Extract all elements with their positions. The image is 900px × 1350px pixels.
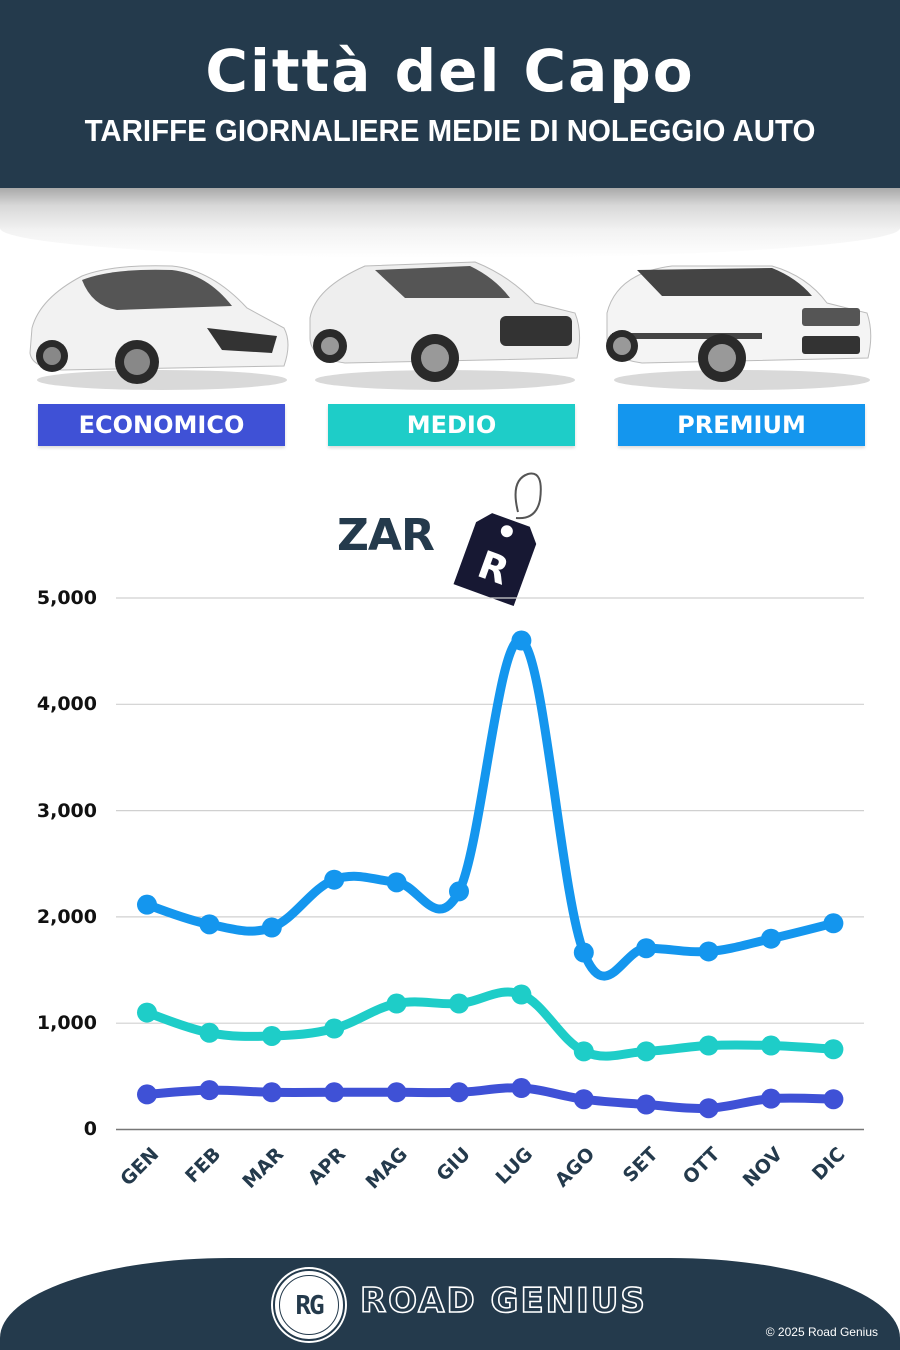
data-point bbox=[698, 941, 719, 962]
data-point bbox=[823, 1039, 844, 1060]
data-point bbox=[261, 1082, 282, 1103]
y-tick-0: 0 bbox=[83, 1118, 97, 1140]
legend-badge-economico: ECONOMICO bbox=[38, 404, 285, 446]
data-point bbox=[698, 1035, 719, 1056]
data-point bbox=[261, 917, 282, 938]
header-banner: Città del Capo TARIFFE GIORNALIERE MEDIE… bbox=[0, 0, 900, 188]
data-point bbox=[386, 1082, 407, 1103]
data-point bbox=[199, 1080, 220, 1101]
series-premium bbox=[137, 630, 844, 981]
data-point bbox=[511, 1078, 532, 1099]
data-point bbox=[636, 938, 657, 959]
data-point bbox=[636, 1041, 657, 1062]
data-point bbox=[324, 869, 345, 890]
data-point bbox=[386, 993, 407, 1014]
data-point bbox=[761, 1035, 781, 1056]
data-point bbox=[449, 1082, 469, 1103]
brand-name: ROAD GENIUS bbox=[359, 1280, 647, 1322]
page-subtitle: TARIFFE GIORNALIERE MEDIE DI NOLEGGIO AU… bbox=[84, 113, 816, 148]
currency-label: ZAR bbox=[337, 510, 435, 561]
data-point bbox=[761, 928, 781, 949]
header-shadow bbox=[0, 188, 900, 258]
chart-gridlines bbox=[116, 597, 864, 1131]
y-tick-5000: 5,000 bbox=[36, 587, 97, 609]
data-point bbox=[511, 630, 532, 651]
economy-car-image bbox=[29, 265, 289, 390]
page-title: Città del Capo bbox=[205, 37, 695, 105]
price-tag-icon: R bbox=[453, 472, 542, 607]
y-tick-3000: 3,000 bbox=[36, 800, 97, 822]
data-point bbox=[573, 942, 594, 963]
road-genius-logo: RG bbox=[273, 1269, 345, 1341]
data-point bbox=[573, 1041, 594, 1062]
midsize-suv-image bbox=[309, 261, 581, 390]
y-tick-4000: 4,000 bbox=[36, 693, 97, 715]
data-point bbox=[636, 1094, 657, 1115]
data-point bbox=[573, 1089, 594, 1110]
data-point bbox=[449, 993, 469, 1014]
data-point bbox=[199, 914, 220, 935]
logo-initials: RG bbox=[279, 1275, 339, 1335]
legend-badge-medio: MEDIO bbox=[328, 404, 575, 446]
data-point bbox=[761, 1088, 781, 1109]
series-economico bbox=[137, 1078, 844, 1119]
data-point bbox=[199, 1022, 220, 1043]
data-point bbox=[137, 1084, 157, 1105]
data-point bbox=[324, 1082, 345, 1103]
data-point bbox=[511, 984, 532, 1005]
data-point bbox=[386, 872, 407, 893]
chart-series bbox=[137, 630, 844, 1119]
data-point bbox=[449, 881, 469, 902]
data-point bbox=[137, 1002, 157, 1023]
y-tick-1000: 1,000 bbox=[36, 1012, 97, 1034]
data-point bbox=[324, 1018, 345, 1039]
copyright-text: © 2025 Road Genius bbox=[765, 1325, 878, 1339]
data-point bbox=[261, 1025, 282, 1046]
premium-suv-image bbox=[606, 265, 872, 390]
footer bbox=[0, 1258, 900, 1350]
series-medio bbox=[137, 984, 844, 1062]
data-point bbox=[823, 1089, 844, 1110]
y-tick-2000: 2,000 bbox=[36, 906, 97, 928]
legend-badge-premium: PREMIUM bbox=[618, 404, 865, 446]
data-point bbox=[698, 1098, 719, 1119]
data-point bbox=[137, 894, 157, 915]
data-point bbox=[823, 913, 844, 934]
